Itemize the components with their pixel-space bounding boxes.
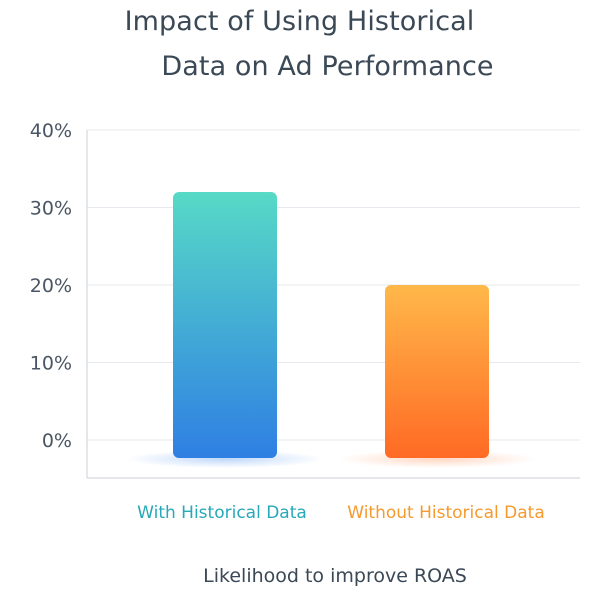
x-axis-title: Likelihood to improve ROAS [203, 565, 467, 587]
x-category-label: Without Historical Data [347, 503, 544, 523]
chart-title-line-1: Impact of Using Historical [124, 6, 475, 37]
y-tick-label: 30% [30, 198, 72, 220]
y-tick-label: 10% [30, 353, 72, 375]
x-category-label: With Historical Data [137, 503, 307, 523]
bar-with-historical-data [173, 192, 277, 458]
y-tick-label: 40% [30, 120, 72, 142]
y-tick-label: 0% [42, 430, 72, 452]
bar-without-historical-data [385, 285, 489, 458]
chart-title-line-2: Data on Ad Performance [161, 51, 494, 82]
y-tick-label: 20% [30, 275, 72, 297]
